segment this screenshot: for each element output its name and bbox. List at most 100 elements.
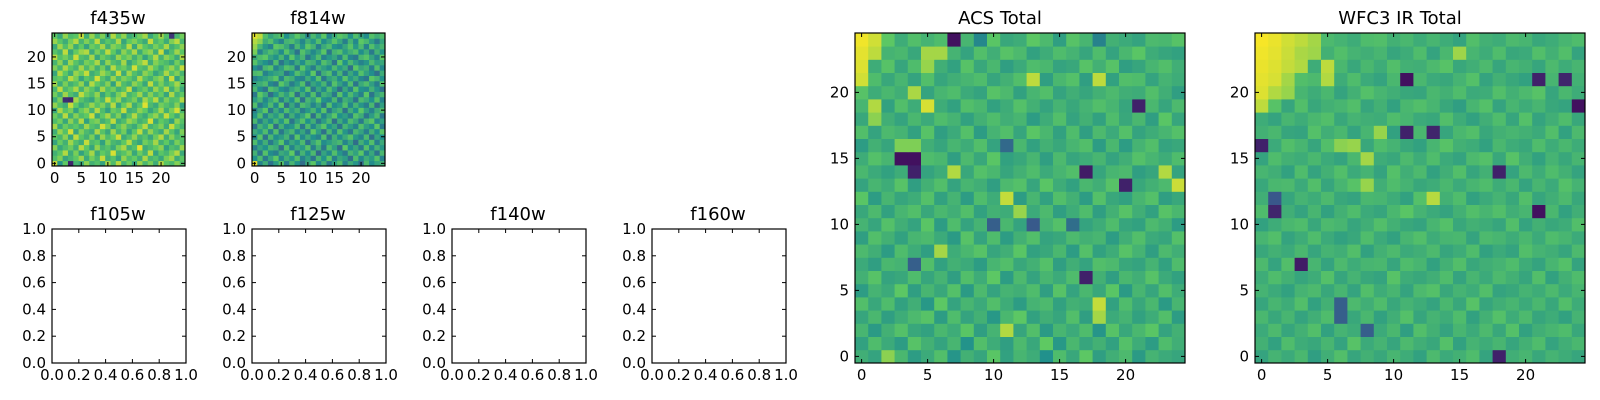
heatmap-cell [153, 38, 159, 45]
heatmap-cell [947, 46, 961, 60]
heatmap-cell [289, 144, 295, 151]
heatmap-cell [67, 64, 74, 71]
x-tick-label: 0.8 [547, 366, 571, 384]
heatmap-cell [153, 91, 159, 98]
heatmap-cell [1268, 138, 1282, 153]
heatmap-cell [179, 102, 186, 108]
heatmap-cell [1558, 165, 1573, 179]
heatmap-cell [1294, 191, 1309, 205]
heatmap-cell [52, 118, 58, 124]
heatmap-cell [1387, 112, 1401, 126]
y-tick-label: 15 [830, 149, 849, 167]
heatmap-cell [1439, 165, 1454, 179]
heatmap-cell [321, 102, 327, 108]
heatmap-cell [94, 134, 101, 140]
heatmap-cell [1545, 231, 1559, 245]
heatmap-cell [110, 118, 117, 124]
heatmap-cell [374, 150, 381, 156]
heatmap-cell [960, 231, 975, 245]
heatmap-cell [305, 155, 311, 162]
heatmap-cell [369, 38, 375, 45]
heatmap-cell [326, 123, 333, 130]
heatmap-cell [257, 96, 264, 103]
heatmap-cell [960, 59, 975, 73]
heatmap-cell [342, 123, 349, 130]
heatmap-cell [1439, 283, 1454, 298]
heatmap-cell [57, 107, 64, 114]
heatmap-cell [1321, 72, 1335, 87]
heatmap-cell [1347, 217, 1361, 232]
heatmap-cell [1158, 138, 1173, 153]
heatmap-cell [283, 134, 290, 140]
heatmap-cell [1268, 270, 1282, 285]
heatmap-cell [1347, 33, 1361, 47]
heatmap-cell [289, 70, 295, 76]
heatmap-cell [305, 59, 311, 66]
heatmap-cell [252, 43, 258, 50]
heatmap-cell [252, 150, 258, 156]
heatmap-cell [299, 54, 306, 60]
heatmap-cell [89, 38, 95, 45]
heatmap-cell [158, 75, 165, 82]
heatmap-cell [62, 80, 69, 87]
heatmap-cell [262, 102, 269, 108]
heatmap-cell [1281, 33, 1295, 47]
heatmap-cell [1400, 217, 1414, 232]
heatmap-cell [1505, 270, 1520, 285]
heatmap-cell [163, 107, 170, 114]
heatmap-cell [1334, 165, 1348, 179]
heatmap-cell [973, 151, 988, 166]
heatmap-cell [1066, 138, 1080, 153]
heatmap-cell [1545, 165, 1559, 179]
heatmap-cell [921, 283, 935, 298]
heatmap-cell [855, 323, 869, 337]
heatmap-cell [1466, 99, 1480, 113]
heatmap-cell [1532, 178, 1546, 192]
heatmap-cell [1000, 257, 1014, 271]
heatmap-cell [137, 155, 143, 162]
heatmap-cell [934, 151, 948, 166]
heatmap-cell [110, 48, 117, 55]
heatmap-cell [374, 33, 381, 39]
heatmap-cell [315, 80, 322, 87]
heatmap-cell [169, 64, 175, 71]
heatmap-cell [1387, 349, 1401, 364]
heatmap-cell [257, 54, 264, 60]
heatmap-cell [169, 107, 175, 114]
heatmap-cell [337, 139, 343, 146]
heatmap-cell [278, 144, 285, 151]
heatmap-cell [1545, 138, 1559, 153]
heatmap-cell [358, 139, 365, 146]
heatmap-cell [126, 75, 133, 82]
heatmap-cell [934, 191, 948, 205]
heatmap-cell [121, 144, 127, 151]
heatmap-cell [283, 48, 290, 55]
heatmap-cell [1294, 138, 1309, 153]
heatmap-cell [83, 155, 90, 162]
heatmap-cell [1079, 138, 1093, 153]
heatmap-cell [1281, 244, 1295, 258]
heatmap-cell [94, 54, 101, 60]
x-tick-label: 0 [250, 169, 260, 187]
heatmap-cell [1268, 33, 1282, 47]
heatmap-cell [1307, 244, 1322, 258]
heatmap-cell [147, 107, 154, 114]
heatmap-cell [1053, 297, 1067, 311]
heatmap-cell [881, 99, 895, 113]
heatmap-cell [142, 112, 149, 119]
heatmap-cell [342, 155, 349, 162]
heatmap-cell [94, 38, 101, 45]
heatmap-cell [337, 43, 343, 50]
heatmap-cell [1171, 46, 1186, 60]
heatmap-cell [115, 75, 122, 82]
heatmap-cell [1307, 323, 1322, 337]
heatmap-cell [1105, 297, 1120, 311]
heatmap-cell [868, 72, 882, 87]
heatmap-cell [1171, 204, 1186, 219]
heatmap-cell [126, 150, 133, 156]
heatmap-cell [1373, 59, 1388, 73]
heatmap-cell [331, 134, 338, 140]
heatmap-cell [363, 144, 370, 151]
heatmap-cell [99, 54, 106, 60]
heatmap-cell [78, 70, 85, 76]
